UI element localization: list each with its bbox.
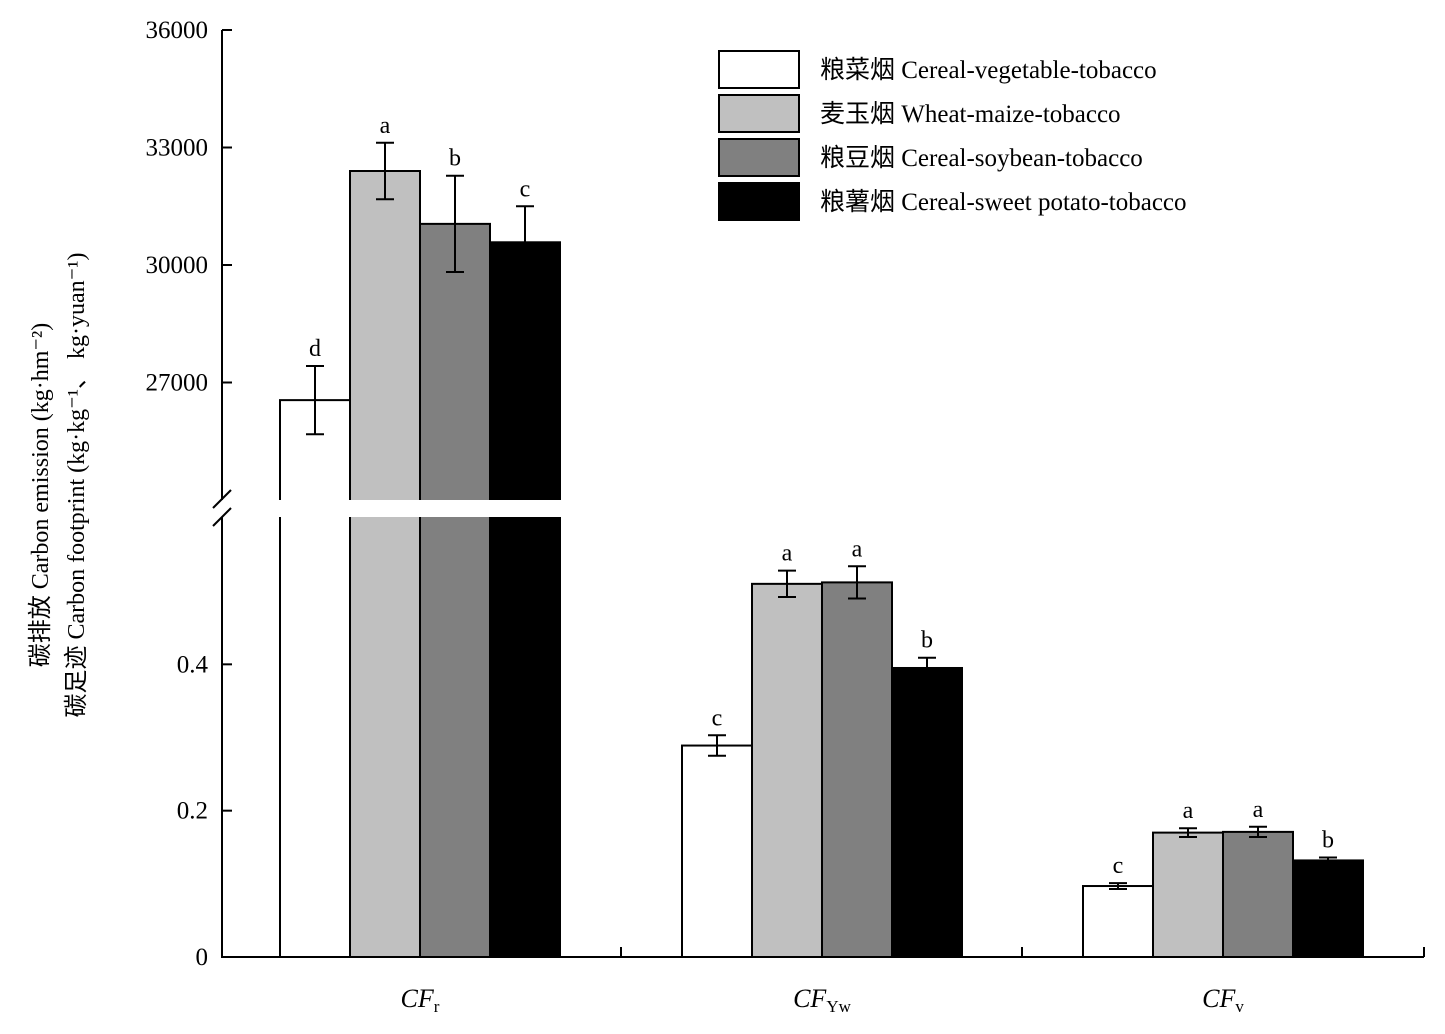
legend-swatch	[718, 138, 800, 177]
error-bar-3-v	[1249, 825, 1267, 839]
error-bar-1-v	[1109, 882, 1127, 890]
legend-swatch	[718, 182, 800, 221]
break-gap	[200, 500, 570, 517]
legend-label: 粮薯烟 Cereal-sweet potato-tobacco	[820, 188, 1187, 216]
error-bar-2-yw	[778, 569, 796, 599]
legend-label: 麦玉烟 Wheat-maize-tobacco	[820, 100, 1121, 128]
error-bar-1-r	[306, 365, 324, 436]
y-ticks: 0 0.2 0.4 27000 30000 33000 36000	[146, 17, 232, 971]
y-tick-label: 0.2	[177, 798, 208, 825]
significance-letter: a	[782, 541, 793, 567]
significance-letter: b	[449, 146, 461, 172]
error-bar-4-r	[516, 205, 534, 280]
significance-letter: a	[852, 536, 863, 562]
error-bar-3-yw	[848, 565, 866, 600]
legend-label: 粮豆烟 Cereal-soybean-tobacco	[820, 144, 1143, 172]
significance-letter: d	[309, 336, 321, 362]
category-label: CFr	[401, 984, 440, 1016]
x-categories: CFr CFYw CFv	[401, 984, 1245, 1016]
bar-3-v	[1222, 830, 1294, 959]
bar-2-v	[1152, 831, 1224, 958]
legend-swatch	[718, 50, 800, 89]
bar-3-r	[419, 222, 491, 958]
bar-2-r	[349, 170, 421, 958]
bar-1-v	[1082, 885, 1154, 958]
significance-letter: c	[1113, 853, 1124, 879]
legend-label: 粮菜烟 Cereal-vegetable-tobacco	[820, 56, 1157, 84]
bar-4-yw	[891, 666, 963, 958]
error-bar-2-v	[1179, 827, 1197, 839]
bar-4-v	[1292, 859, 1364, 958]
y-tick-label: 27000	[146, 370, 209, 397]
y-tick-label: 0.4	[177, 651, 209, 678]
error-bar-3-r	[446, 174, 464, 274]
category-label: CFv	[1202, 984, 1244, 1016]
category-label: CFYw	[793, 984, 852, 1016]
significance-letter: a	[1183, 798, 1194, 824]
significance-letter: c	[712, 705, 723, 731]
bar-2-yw	[751, 582, 823, 958]
bar-3-yw	[821, 581, 893, 958]
bar-1-r	[279, 399, 351, 958]
error-bar-4-v	[1319, 856, 1337, 865]
y-tick-label: 0	[196, 944, 209, 971]
y-tick-label: 36000	[146, 17, 209, 44]
y-tick-label: 30000	[146, 252, 209, 279]
significance-letter: b	[921, 628, 933, 654]
bars-layer	[279, 141, 1364, 959]
significance-letter: a	[380, 113, 391, 139]
error-bar-2-r	[376, 141, 394, 201]
bar-4-r	[489, 241, 561, 959]
significance-letter: a	[1253, 797, 1264, 823]
y-tick-label: 33000	[146, 135, 209, 162]
legend: 粮菜烟 Cereal-vegetable-tobacco 麦玉烟 Wheat-ma…	[718, 50, 1187, 221]
significance-letter: c	[520, 176, 531, 202]
y-axis-label-line2: 碳足迹 Carbon footprint (kg·kg⁻¹、 kg·yuan⁻¹…	[63, 253, 90, 718]
significance-letters: d a b c c a a b c a a b	[309, 113, 1334, 879]
error-bar-1-yw	[708, 734, 726, 757]
y-axis-label-line1: 碳排放 Carbon emission (kg·hm⁻²)	[27, 323, 54, 668]
significance-letter: b	[1322, 827, 1334, 853]
legend-swatch	[718, 94, 800, 133]
bar-1-yw	[681, 744, 753, 958]
error-bar-4-yw	[918, 656, 936, 680]
